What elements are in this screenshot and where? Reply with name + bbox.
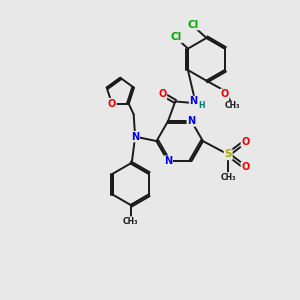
Text: CH₃: CH₃ (123, 217, 138, 226)
Text: Cl: Cl (188, 20, 199, 29)
Text: CH₃: CH₃ (225, 101, 241, 110)
Text: O: O (108, 99, 116, 109)
Text: N: N (190, 97, 198, 106)
Text: N: N (164, 156, 172, 166)
Text: Cl: Cl (171, 32, 182, 42)
Text: N: N (187, 116, 195, 126)
Text: O: O (241, 137, 250, 147)
Text: O: O (220, 89, 229, 99)
Text: O: O (241, 162, 250, 172)
Text: O: O (158, 89, 166, 99)
Text: S: S (224, 149, 232, 160)
Text: CH₃: CH₃ (220, 172, 236, 182)
Text: N: N (131, 132, 139, 142)
Text: H: H (198, 100, 205, 109)
